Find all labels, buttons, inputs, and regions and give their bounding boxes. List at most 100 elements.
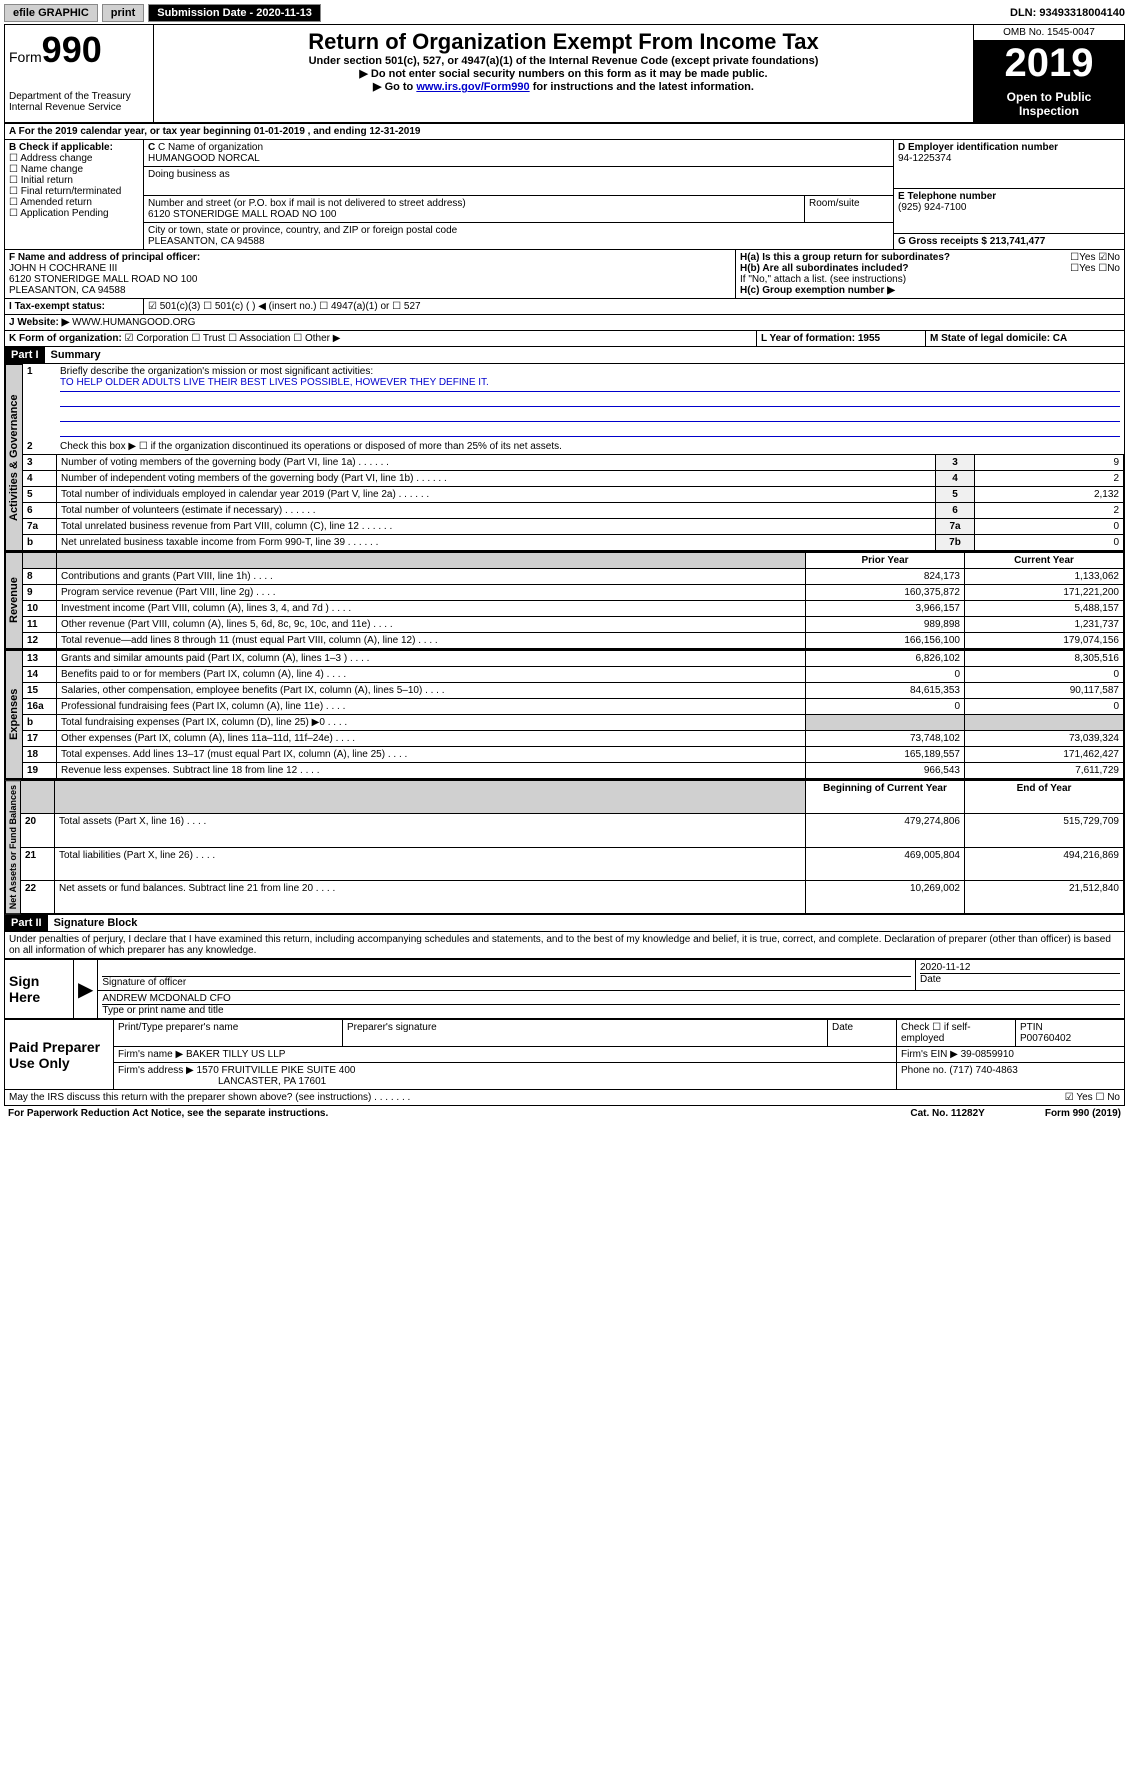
tax-year: 2019 <box>974 41 1124 86</box>
dln-label: DLN: 93493318004140 <box>1010 7 1125 19</box>
rev-tab: Revenue <box>5 552 23 649</box>
i-527[interactable]: 527 <box>404 301 421 312</box>
street-address: 6120 STONERIDGE MALL ROAD NO 100 <box>148 209 800 220</box>
summary-row: 8Contributions and grants (Part VIII, li… <box>23 569 1124 585</box>
officer-addr1: 6120 STONERIDGE MALL ROAD NO 100 <box>9 274 731 285</box>
efile-button[interactable]: efile GRAPHIC <box>4 4 98 22</box>
ptin-value: P00760402 <box>1020 1033 1071 1044</box>
b-opt[interactable]: ☐ Name change <box>9 164 139 175</box>
paid-prep-label: Paid Preparer Use Only <box>5 1020 114 1090</box>
sign-here-block: Sign Here ▶ Signature of officer 2020-11… <box>4 959 1125 1019</box>
irs-label: Internal Revenue Service <box>9 102 149 113</box>
firm-ein-label: Firm's EIN ▶ <box>901 1049 958 1060</box>
phone-label: Phone no. <box>901 1065 947 1076</box>
summary-row: 19Revenue less expenses. Subtract line 1… <box>23 763 1124 779</box>
open-public-label: Open to Public Inspection <box>974 86 1124 122</box>
exp-tab: Expenses <box>5 650 23 779</box>
declaration-text: Under penalties of perjury, I declare th… <box>4 932 1125 959</box>
b-opt[interactable]: ☐ Final return/terminated <box>9 186 139 197</box>
i-501c3[interactable]: 501(c)(3) <box>160 301 201 312</box>
gov-tab: Activities & Governance <box>5 364 23 551</box>
m-label: M State of legal domicile: CA <box>926 331 1124 346</box>
website-value: WWW.HUMANGOOD.ORG <box>72 317 195 328</box>
firm-phone: (717) 740-4863 <box>949 1065 1017 1076</box>
summary-row: 18Total expenses. Add lines 13–17 (must … <box>23 747 1124 763</box>
section-j: J Website: ▶ WWW.HUMANGOOD.ORG <box>4 315 1125 331</box>
sig-officer-label: Signature of officer <box>102 977 186 988</box>
print-button[interactable]: print <box>102 4 144 22</box>
summary-row: 6Total number of volunteers (estimate if… <box>23 503 1124 519</box>
discuss-row: May the IRS discuss this return with the… <box>4 1090 1125 1106</box>
part2-title: Signature Block <box>48 915 144 931</box>
firm-label: Firm's name ▶ <box>118 1049 183 1060</box>
officer-name: JOHN H COCHRANE III <box>9 263 731 274</box>
b-opt[interactable]: ☐ Initial return <box>9 175 139 186</box>
hc-row: H(c) Group exemption number ▶ <box>740 285 1120 296</box>
dept-label: Department of the Treasury <box>9 91 149 102</box>
g-label: G Gross receipts $ 213,741,477 <box>894 234 1124 249</box>
summary-row: 7aTotal unrelated business revenue from … <box>23 519 1124 535</box>
summary-row: 15Salaries, other compensation, employee… <box>23 683 1124 699</box>
summary-row: 9Program service revenue (Part VIII, lin… <box>23 585 1124 601</box>
k-label: K Form of organization: <box>9 333 122 344</box>
part1-badge: Part I <box>5 347 45 363</box>
k-corp[interactable]: Corporation <box>136 333 188 344</box>
sign-here-label: Sign Here <box>5 960 74 1019</box>
i-501c[interactable]: 501(c) ( ) ◀ (insert no.) <box>215 301 317 312</box>
officer-addr2: PLEASANTON, CA 94588 <box>9 285 731 296</box>
irs-link[interactable]: www.irs.gov/Form990 <box>416 81 529 93</box>
section-fh: F Name and address of principal officer:… <box>4 250 1125 299</box>
summary-row: 12Total revenue—add lines 8 through 11 (… <box>23 633 1124 649</box>
summary-row: 3Number of voting members of the governi… <box>23 455 1124 471</box>
hb-row: H(b) Are all subordinates included? ☐Yes… <box>740 263 1120 274</box>
net-tab: Net Assets or Fund Balances <box>5 780 21 914</box>
warn1: ▶ Do not enter social security numbers o… <box>158 67 969 80</box>
part2-header: Part II Signature Block <box>4 915 1125 932</box>
c-label: C C Name of organization <box>148 142 889 153</box>
line2-text: Check this box ▶ ☐ if the organization d… <box>56 439 1124 454</box>
cat-no: Cat. No. 11282Y <box>910 1108 984 1119</box>
warn2: ▶ Go to www.irs.gov/Form990 for instruct… <box>158 80 969 93</box>
summary-row: 10Investment income (Part VIII, column (… <box>23 601 1124 617</box>
k-trust[interactable]: Trust <box>203 333 225 344</box>
l-label: L Year of formation: 1955 <box>757 331 926 346</box>
summary-row: 20Total assets (Part X, line 16) . . . .… <box>21 814 1124 847</box>
i-4947[interactable]: 4947(a)(1) or <box>331 301 389 312</box>
summary-row: 21Total liabilities (Part X, line 26) . … <box>21 847 1124 880</box>
name-title-value: ANDREW MCDONALD CFO <box>102 993 1120 1005</box>
firm-ein-value: 39-0859910 <box>961 1049 1014 1060</box>
governance-section: Activities & Governance 1Briefly describ… <box>4 364 1125 552</box>
paperwork-notice: For Paperwork Reduction Act Notice, see … <box>8 1108 328 1119</box>
dba-label: Doing business as <box>144 167 893 196</box>
b-opt[interactable]: ☐ Application Pending <box>9 208 139 219</box>
form-header: Form990 Department of the Treasury Inter… <box>4 24 1125 124</box>
firm-name: BAKER TILLY US LLP <box>186 1049 286 1060</box>
firm-addr2: LANCASTER, PA 17601 <box>218 1076 326 1087</box>
b-label: B Check if applicable: <box>9 142 139 153</box>
summary-row: bTotal fundraising expenses (Part IX, co… <box>23 715 1124 731</box>
k-assoc[interactable]: Association <box>239 333 290 344</box>
summary-row: 22Net assets or fund balances. Subtract … <box>21 880 1124 913</box>
b-opt[interactable]: ☐ Amended return <box>9 197 139 208</box>
prep-date-label: Date <box>828 1020 897 1047</box>
form-number: 990 <box>42 29 102 70</box>
submission-date-label: Submission Date - 2020-11-13 <box>148 4 321 22</box>
firm-addr-label: Firm's address ▶ <box>118 1065 194 1076</box>
b-opt[interactable]: ☐ Address change <box>9 153 139 164</box>
summary-row: 5Total number of individuals employed in… <box>23 487 1124 503</box>
city-label: City or town, state or province, country… <box>148 225 889 236</box>
k-other[interactable]: Other ▶ <box>305 333 340 344</box>
summary-row: 4Number of independent voting members of… <box>23 471 1124 487</box>
section-klm: K Form of organization: ☑ Corporation ☐ … <box>4 331 1125 347</box>
part2-badge: Part II <box>5 915 48 931</box>
summary-row: 16aProfessional fundraising fees (Part I… <box>23 699 1124 715</box>
sig-date-value: 2020-11-12 <box>920 962 1120 974</box>
self-employed-check[interactable]: Check ☐ if self-employed <box>897 1020 1016 1047</box>
tax-period: A For the 2019 calendar year, or tax yea… <box>5 124 1124 139</box>
phone-value: (925) 924-7100 <box>898 202 1120 213</box>
part1-title: Summary <box>45 347 107 363</box>
room-label: Room/suite <box>805 196 893 222</box>
date-label: Date <box>920 974 941 985</box>
e-label: E Telephone number <box>898 191 1120 202</box>
section-abcdefg: B Check if applicable: ☐ Address change … <box>4 140 1125 250</box>
